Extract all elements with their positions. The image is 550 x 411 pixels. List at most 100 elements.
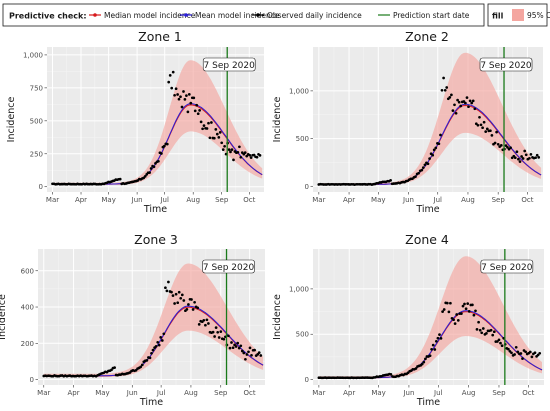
observed-point — [214, 326, 218, 329]
observed-point — [113, 366, 116, 369]
observed-point — [170, 86, 174, 90]
x-tick-label: Apr — [343, 196, 355, 204]
observed-point — [514, 345, 518, 349]
observed-point — [422, 360, 426, 364]
observed-point — [229, 150, 232, 154]
observed-point — [442, 76, 445, 80]
observed-point — [156, 340, 160, 344]
observed-point — [243, 151, 247, 154]
y-axis-label: Incidence — [272, 97, 283, 143]
x-axis-label: Time — [143, 204, 167, 215]
legend-key-point — [184, 13, 188, 17]
observed-point — [239, 344, 243, 348]
observed-point — [518, 160, 522, 163]
observed-point — [157, 343, 161, 347]
y-tick-label: 1,000 — [289, 285, 309, 293]
y-tick-label: 1,000 — [289, 87, 309, 95]
observed-point — [176, 301, 180, 305]
observed-point — [436, 336, 440, 340]
observed-point — [528, 156, 531, 160]
y-tick-label: 750 — [30, 84, 43, 92]
observed-point — [248, 346, 252, 350]
observed-point — [179, 95, 182, 99]
observed-point — [477, 320, 480, 324]
observed-point — [177, 97, 181, 101]
observed-point — [110, 368, 113, 372]
observed-point — [238, 145, 241, 149]
observed-point — [468, 99, 472, 103]
observed-point — [479, 123, 483, 127]
observed-point — [242, 351, 246, 355]
observed-point — [461, 304, 465, 308]
observed-point — [247, 350, 250, 354]
observed-point — [165, 289, 169, 293]
observed-point — [193, 300, 196, 304]
observed-point — [481, 327, 485, 330]
observed-point — [232, 158, 235, 162]
x-tick-label: Apr — [343, 389, 355, 397]
observed-point — [190, 298, 193, 301]
observed-point — [244, 357, 247, 361]
observed-point — [182, 299, 186, 302]
observed-point — [521, 157, 525, 160]
observed-point — [139, 365, 143, 369]
x-tick-label: Jun — [402, 196, 414, 204]
observed-point — [143, 175, 147, 178]
observed-point — [438, 333, 441, 336]
observed-point — [213, 335, 216, 338]
y-tick-label: 0 — [305, 183, 309, 191]
observed-point — [442, 308, 446, 311]
observed-point — [528, 350, 532, 354]
annotation-label: 7 Sep 2020 — [480, 61, 532, 71]
x-tick-label: Sep — [215, 196, 229, 204]
y-tick-label: 500 — [296, 331, 309, 339]
observed-point — [475, 328, 479, 331]
observed-point — [198, 109, 201, 112]
y-tick-label: 250 — [30, 150, 43, 158]
observed-point — [478, 328, 482, 332]
observed-point — [187, 303, 190, 306]
observed-point — [179, 296, 183, 300]
legend-label: Mean model incidence — [195, 11, 280, 20]
observed-point — [162, 332, 166, 336]
legend-fill-label: 95% CI — [527, 11, 550, 20]
observed-point — [499, 144, 503, 147]
observed-point — [215, 132, 219, 136]
observed-point — [500, 344, 504, 348]
observed-point — [187, 93, 191, 96]
panel-title: Zone 3 — [134, 232, 178, 247]
observed-point — [256, 353, 260, 356]
observed-series — [51, 70, 262, 186]
observed-point — [424, 357, 427, 361]
observed-point — [174, 87, 178, 91]
x-tick-label: Mar — [37, 389, 50, 397]
observed-point — [174, 292, 178, 296]
observed-series — [42, 280, 263, 378]
observed-point — [447, 310, 451, 314]
observed-point — [245, 353, 249, 356]
observed-point — [214, 128, 218, 131]
observed-point — [451, 109, 455, 112]
y-axis-label: Incidence — [0, 294, 8, 340]
observed-point — [524, 350, 527, 354]
observed-point — [449, 301, 452, 305]
observed-point — [524, 153, 528, 157]
observed-point — [227, 148, 231, 151]
observed-point — [236, 341, 240, 345]
observed-point — [482, 120, 486, 124]
x-axis-label: Time — [415, 204, 439, 215]
y-tick-label: 600 — [21, 267, 34, 275]
observed-point — [389, 179, 392, 182]
observed-point — [472, 313, 476, 317]
observed-point — [515, 150, 519, 154]
observed-point — [230, 148, 234, 151]
observed-point — [459, 104, 463, 108]
observed-point — [196, 306, 200, 310]
observed-point — [534, 156, 537, 160]
observed-point — [148, 171, 151, 174]
observed-point — [480, 331, 484, 335]
observed-point — [513, 353, 516, 356]
observed-point — [499, 341, 502, 345]
observed-point — [420, 362, 424, 366]
